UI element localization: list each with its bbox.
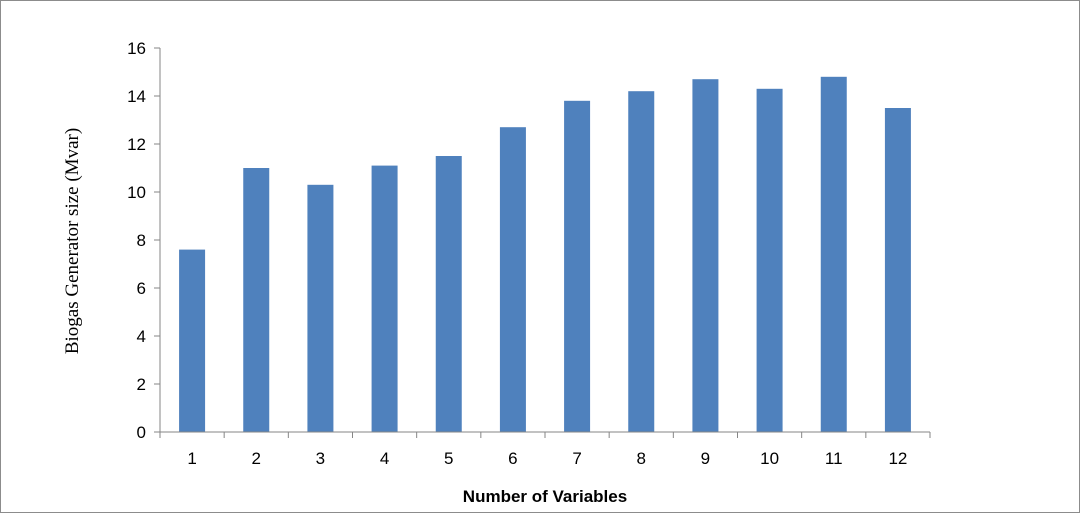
x-tick-label: 9: [701, 449, 710, 468]
axes-group: [159, 48, 930, 433]
x-tick-label: 11: [825, 449, 843, 468]
bar-10: [756, 88, 783, 433]
bar-5: [435, 156, 462, 432]
bar-3: [307, 184, 334, 432]
bar-12: [884, 108, 911, 432]
bar-6: [499, 127, 526, 432]
x-tick-label: 8: [637, 449, 646, 468]
y-tick-label: 10: [127, 183, 146, 202]
x-tick-label: 3: [316, 449, 325, 468]
y-tick-label: 8: [137, 231, 146, 250]
y-tick-label: 12: [127, 135, 146, 154]
y-tick-label: 14: [127, 87, 146, 106]
x-axis-label: Number of Variables: [463, 487, 627, 506]
y-tick-label: 16: [127, 39, 146, 58]
y-tick-label: 4: [137, 327, 146, 346]
y-ticks-group: 0 2 4 6 8 10 12 14 16: [127, 39, 160, 442]
x-tick-label: 4: [380, 449, 389, 468]
x-tick-label: 10: [760, 449, 779, 468]
y-axis-label: Biogas Generator size (Mvar): [62, 128, 83, 354]
bar-4: [371, 165, 398, 432]
bars-group: [179, 76, 911, 433]
bar-9: [692, 79, 719, 432]
x-tick-label: 1: [187, 449, 196, 468]
bar-2: [243, 168, 270, 432]
bar-7: [564, 100, 591, 433]
bar-11: [820, 76, 847, 433]
y-tick-label: 0: [137, 423, 146, 442]
x-tick-label: 5: [444, 449, 453, 468]
x-ticks-group: 1 2 3 4 5 6 7 8 9 10 11 12: [159, 432, 931, 468]
x-tick-label: 6: [508, 449, 517, 468]
y-tick-label: 6: [137, 279, 146, 298]
x-tick-label: 12: [888, 449, 907, 468]
bar-1: [179, 249, 206, 432]
x-tick-label: 2: [252, 449, 261, 468]
x-tick-label: 7: [572, 449, 581, 468]
bar-8: [628, 91, 655, 432]
y-tick-label: 2: [137, 375, 146, 394]
